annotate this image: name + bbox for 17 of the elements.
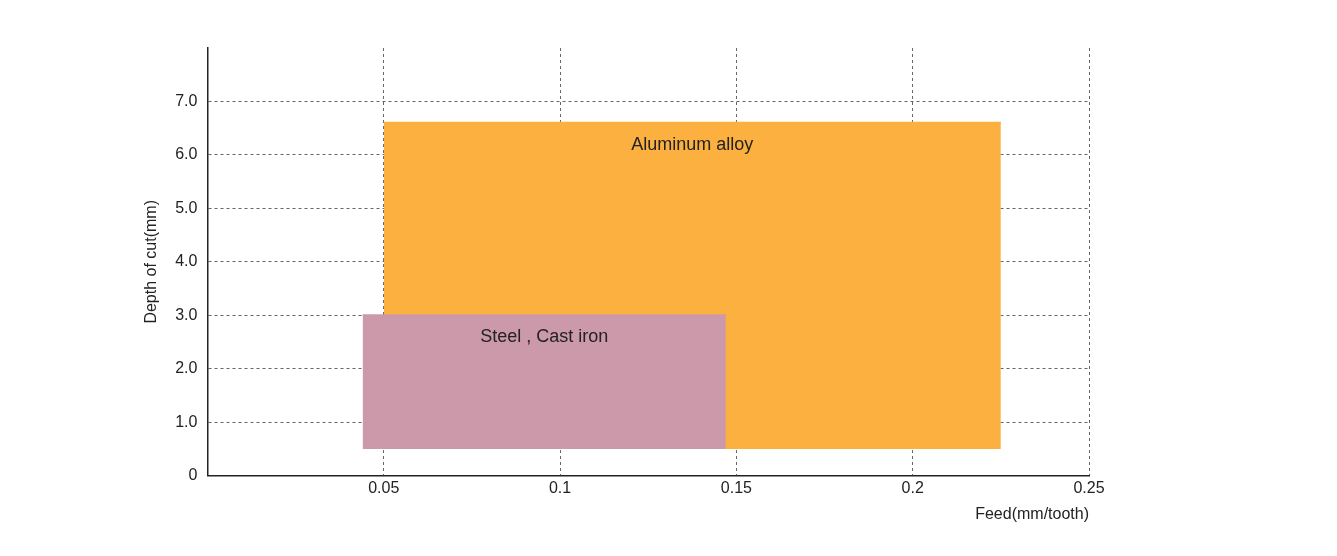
x-tick-label: 0.2 (901, 478, 924, 496)
y-tick-label: 4.0 (175, 252, 198, 270)
y-axis-title: Depth of cut(mm) (142, 200, 160, 324)
x-axis-title: Feed(mm/tooth) (975, 504, 1089, 522)
y-tick-label: 1.0 (175, 412, 198, 430)
x-tick-label: 0.15 (720, 478, 753, 496)
y-tick-label: 5.0 (175, 198, 198, 216)
series-label: Aluminum alloy (631, 133, 754, 154)
y-tick-label: 2.0 (175, 359, 198, 377)
y-tick-label: 3.0 (175, 305, 198, 323)
y-tick-label: 7.0 (175, 91, 198, 109)
y-tick-label: 0 (188, 466, 198, 484)
x-tick-label: 0.05 (368, 478, 400, 496)
x-tick-label: 0.25 (1073, 478, 1105, 496)
y-tick-label: 6.0 (175, 145, 198, 163)
x-tick-label: 0.1 (548, 478, 572, 496)
series-label: Steel , Cast iron (480, 326, 609, 347)
